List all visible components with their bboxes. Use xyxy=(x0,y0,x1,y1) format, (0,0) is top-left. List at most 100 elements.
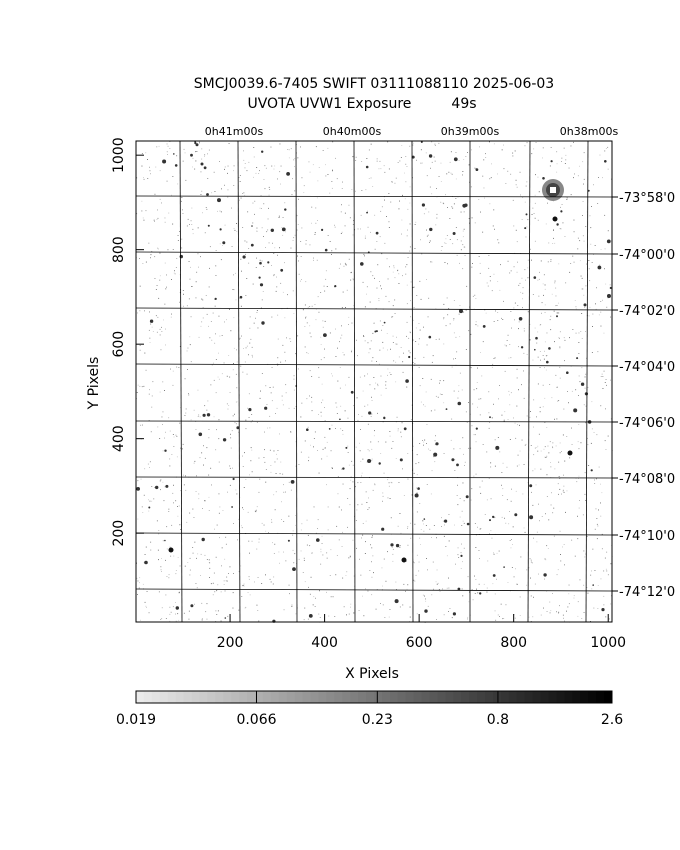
noise-pixel xyxy=(545,559,547,561)
noise-pixel xyxy=(208,286,210,288)
noise-pixel xyxy=(469,222,470,224)
noise-pixel xyxy=(241,270,242,272)
noise-pixel xyxy=(527,311,529,313)
noise-pixel xyxy=(170,555,172,557)
noise-pixel xyxy=(178,591,180,593)
noise-pixel xyxy=(170,611,172,613)
noise-pixel xyxy=(285,560,287,562)
noise-pixel xyxy=(195,151,196,153)
noise-pixel xyxy=(290,489,292,491)
noise-pixel xyxy=(569,457,571,459)
noise-pixel xyxy=(311,206,313,208)
star xyxy=(383,321,386,324)
noise-pixel xyxy=(468,601,470,603)
noise-pixel xyxy=(556,163,558,165)
noise-pixel xyxy=(271,265,272,266)
noise-pixel xyxy=(165,618,167,619)
noise-pixel xyxy=(496,552,498,554)
noise-pixel xyxy=(561,451,562,452)
noise-pixel xyxy=(401,233,402,235)
noise-pixel xyxy=(443,380,445,382)
noise-pixel xyxy=(497,312,499,313)
noise-pixel xyxy=(430,167,431,169)
noise-pixel xyxy=(171,454,173,455)
noise-pixel xyxy=(374,214,376,216)
noise-pixel xyxy=(200,553,202,555)
noise-pixel xyxy=(172,434,174,435)
noise-pixel xyxy=(300,451,302,453)
noise-pixel xyxy=(204,154,206,156)
noise-pixel xyxy=(512,544,513,545)
noise-pixel xyxy=(162,481,164,483)
noise-pixel xyxy=(490,177,492,179)
noise-pixel xyxy=(526,181,528,183)
noise-pixel xyxy=(474,523,476,524)
noise-pixel xyxy=(245,428,247,430)
noise-pixel xyxy=(177,506,178,507)
noise-pixel xyxy=(282,234,284,236)
noise-pixel xyxy=(418,462,420,464)
noise-pixel xyxy=(168,511,170,512)
noise-pixel xyxy=(605,449,607,450)
noise-pixel xyxy=(198,266,199,268)
noise-pixel xyxy=(605,379,607,380)
noise-pixel xyxy=(218,512,220,514)
noise-pixel xyxy=(189,557,191,559)
noise-pixel xyxy=(529,339,531,341)
noise-pixel xyxy=(524,531,526,533)
star xyxy=(514,513,518,517)
noise-pixel xyxy=(265,385,267,387)
noise-pixel xyxy=(371,460,373,462)
noise-pixel xyxy=(165,559,166,561)
noise-pixel xyxy=(395,343,397,345)
noise-pixel xyxy=(559,478,561,479)
noise-pixel xyxy=(453,203,455,205)
noise-pixel xyxy=(327,147,329,149)
noise-pixel xyxy=(382,492,384,494)
noise-pixel xyxy=(474,575,475,577)
star xyxy=(368,411,372,415)
noise-pixel xyxy=(550,315,552,317)
noise-pixel xyxy=(600,249,602,250)
noise-pixel xyxy=(420,529,422,530)
noise-pixel xyxy=(439,380,441,382)
noise-pixel xyxy=(451,617,453,619)
noise-pixel xyxy=(192,228,194,230)
noise-pixel xyxy=(304,581,306,583)
noise-pixel xyxy=(418,338,420,340)
noise-pixel xyxy=(534,583,536,585)
noise-pixel xyxy=(339,341,340,343)
noise-pixel xyxy=(528,616,530,618)
noise-pixel xyxy=(577,248,579,250)
colorbar-cell xyxy=(485,691,494,703)
noise-pixel xyxy=(193,409,195,411)
noise-pixel xyxy=(183,305,184,307)
noise-pixel xyxy=(557,483,559,485)
noise-pixel xyxy=(189,336,191,338)
noise-pixel xyxy=(462,595,464,597)
noise-pixel xyxy=(479,146,480,148)
ra-grid-line xyxy=(411,140,414,623)
noise-pixel xyxy=(462,236,464,238)
colorbar-cell xyxy=(239,691,248,703)
noise-pixel xyxy=(387,349,388,351)
noise-pixel xyxy=(243,585,245,587)
noise-pixel xyxy=(180,490,182,492)
noise-pixel xyxy=(481,375,483,377)
noise-pixel xyxy=(425,208,427,210)
star xyxy=(366,211,368,214)
noise-pixel xyxy=(385,381,387,383)
noise-pixel xyxy=(458,390,460,392)
noise-pixel xyxy=(527,277,529,279)
noise-pixel xyxy=(215,265,217,267)
noise-pixel xyxy=(407,257,409,258)
noise-pixel xyxy=(159,334,161,336)
noise-pixel xyxy=(330,596,332,598)
noise-pixel xyxy=(219,506,221,508)
noise-pixel xyxy=(577,615,579,617)
noise-pixel xyxy=(580,275,582,277)
noise-pixel xyxy=(142,263,144,264)
noise-pixel xyxy=(353,305,355,307)
noise-pixel xyxy=(462,268,464,270)
noise-pixel xyxy=(367,342,369,344)
